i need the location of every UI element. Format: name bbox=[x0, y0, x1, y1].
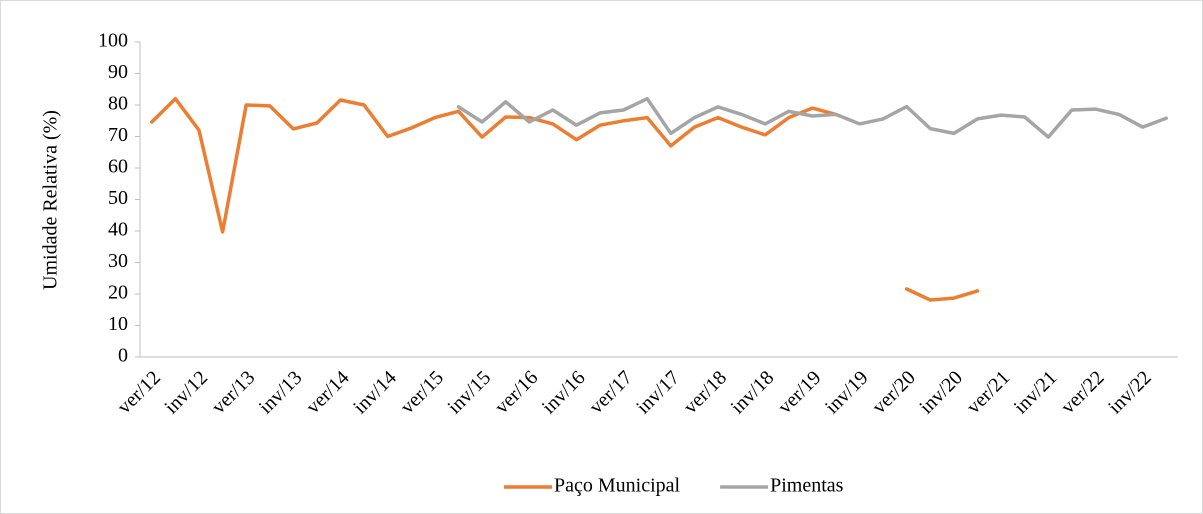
legend-label: Pimentas bbox=[770, 475, 844, 497]
y-tick-label: 0 bbox=[118, 345, 128, 367]
legend-label: Paço Municipal bbox=[554, 475, 681, 497]
y-tick-label: 100 bbox=[98, 30, 128, 52]
y-tick-label: 20 bbox=[108, 282, 128, 304]
y-tick-label: 60 bbox=[108, 156, 128, 178]
line-series bbox=[150, 96, 980, 302]
y-tick-label: 40 bbox=[108, 219, 128, 241]
line-series bbox=[456, 96, 1168, 139]
y-tick-label: 90 bbox=[108, 61, 128, 83]
y-tick-label: 80 bbox=[108, 93, 128, 115]
y-tick-label: 30 bbox=[108, 250, 128, 272]
y-axis-label: Umidade Relativa (%) bbox=[40, 110, 62, 290]
y-tick-label: 10 bbox=[108, 313, 128, 335]
y-tick-label: 50 bbox=[108, 187, 128, 209]
y-tick-label: 70 bbox=[108, 124, 128, 146]
